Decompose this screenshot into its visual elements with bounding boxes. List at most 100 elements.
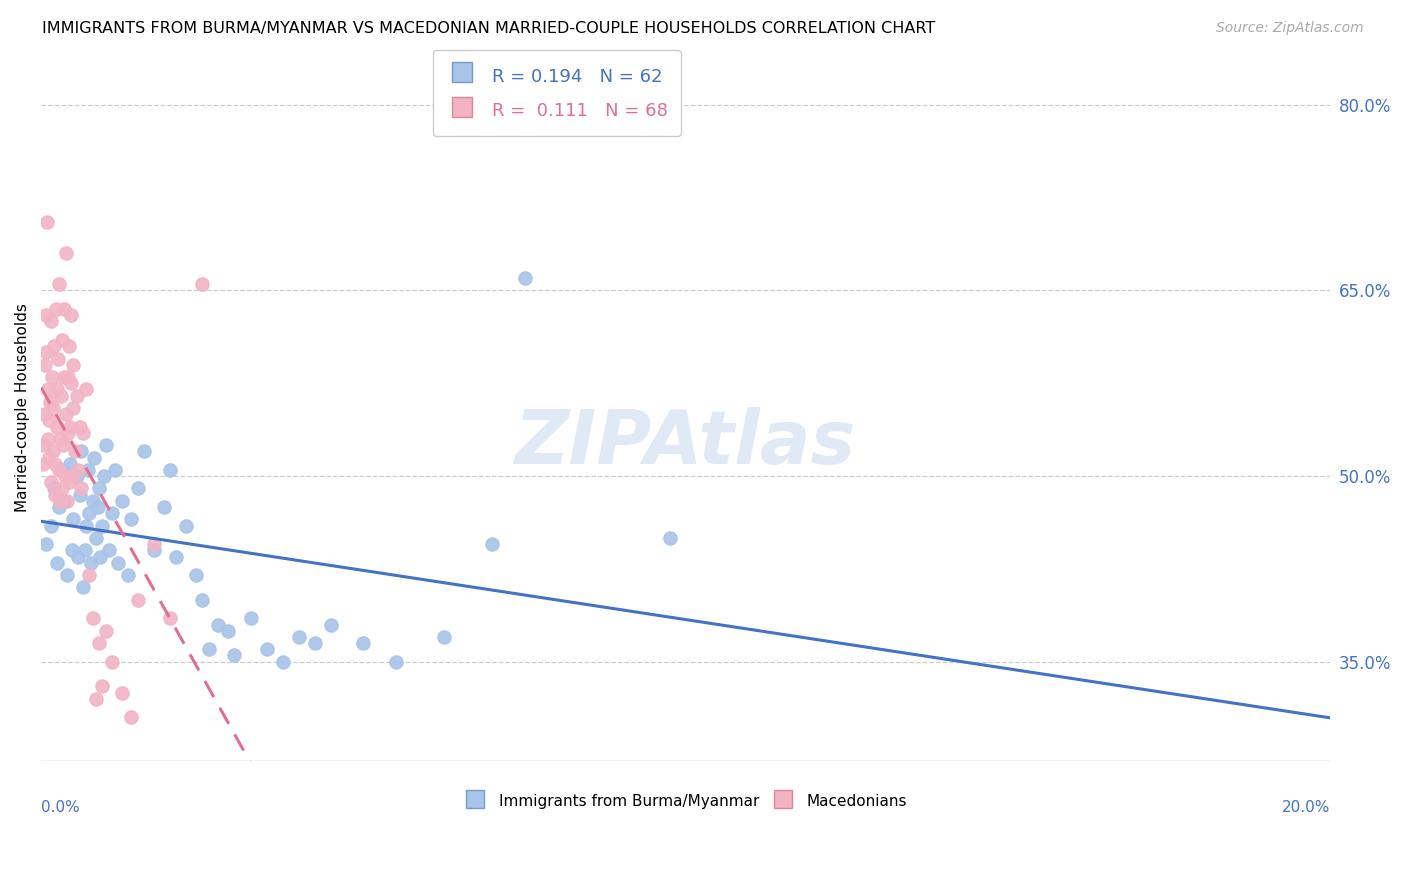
Point	[37, 432, 59, 446]
Point	[60, 308, 83, 322]
Point	[166, 549, 188, 564]
Point	[321, 617, 343, 632]
Point	[207, 617, 229, 632]
Point	[41, 401, 63, 415]
Point	[38, 413, 60, 427]
Point	[288, 630, 311, 644]
Point	[56, 493, 79, 508]
Point	[44, 457, 66, 471]
Point	[159, 611, 181, 625]
Point	[352, 636, 374, 650]
Point	[49, 432, 72, 446]
Point	[45, 383, 67, 397]
Point	[37, 383, 59, 397]
Point	[35, 215, 58, 229]
Point	[39, 475, 62, 490]
Point	[513, 271, 536, 285]
Point	[42, 444, 65, 458]
Point	[53, 301, 76, 316]
Point	[45, 301, 67, 316]
Point	[52, 493, 75, 508]
Y-axis label: Married-couple Households: Married-couple Households	[15, 303, 30, 513]
Point	[104, 463, 127, 477]
Point	[82, 611, 104, 625]
Point	[35, 345, 58, 359]
Point	[59, 419, 82, 434]
Point	[69, 488, 91, 502]
Point	[101, 655, 124, 669]
Text: IMMIGRANTS FROM BURMA/MYANMAR VS MACEDONIAN MARRIED-COUPLE HOUSEHOLDS CORRELATIO: IMMIGRANTS FROM BURMA/MYANMAR VS MACEDON…	[42, 21, 935, 36]
Text: 20.0%: 20.0%	[1282, 799, 1330, 814]
Point	[48, 500, 70, 514]
Point	[55, 407, 77, 421]
Point	[80, 556, 103, 570]
Point	[111, 685, 134, 699]
Point	[51, 463, 73, 477]
Point	[142, 537, 165, 551]
Point	[217, 624, 239, 638]
Point	[52, 370, 75, 384]
Point	[83, 450, 105, 465]
Point	[107, 556, 129, 570]
Point	[94, 624, 117, 638]
Point	[184, 568, 207, 582]
Point	[94, 438, 117, 452]
Point	[87, 500, 110, 514]
Point	[32, 457, 55, 471]
Point	[82, 493, 104, 508]
Point	[89, 549, 111, 564]
Point	[58, 475, 80, 490]
Point	[38, 450, 60, 465]
Point	[34, 438, 56, 452]
Point	[56, 568, 79, 582]
Point	[49, 493, 72, 508]
Point	[93, 469, 115, 483]
Point	[87, 636, 110, 650]
Point	[56, 425, 79, 440]
Point	[62, 512, 84, 526]
Point	[120, 710, 142, 724]
Point	[41, 370, 63, 384]
Point	[256, 642, 278, 657]
Point	[239, 611, 262, 625]
Point	[67, 549, 90, 564]
Point	[67, 463, 90, 477]
Point	[42, 482, 65, 496]
Point	[65, 469, 87, 483]
Point	[159, 463, 181, 477]
Point	[101, 506, 124, 520]
Point	[53, 469, 76, 483]
Point	[72, 425, 94, 440]
Point	[70, 482, 93, 496]
Point	[59, 376, 82, 391]
Point	[56, 370, 79, 384]
Point	[79, 568, 101, 582]
Point	[49, 389, 72, 403]
Point	[55, 246, 77, 260]
Point	[75, 518, 97, 533]
Point	[481, 537, 503, 551]
Point	[72, 581, 94, 595]
Point	[39, 394, 62, 409]
Point	[384, 655, 406, 669]
Point	[46, 419, 69, 434]
Point	[111, 493, 134, 508]
Point	[84, 531, 107, 545]
Point	[35, 537, 58, 551]
Point	[433, 630, 456, 644]
Point	[63, 444, 86, 458]
Point	[134, 444, 156, 458]
Point	[48, 463, 70, 477]
Legend: R = 0.194   N = 62, R =  0.111   N = 68: R = 0.194 N = 62, R = 0.111 N = 68	[433, 50, 681, 136]
Point	[58, 339, 80, 353]
Point	[69, 419, 91, 434]
Point	[46, 351, 69, 366]
Point	[224, 648, 246, 663]
Point	[127, 592, 149, 607]
Text: 0.0%: 0.0%	[41, 799, 80, 814]
Point	[32, 407, 55, 421]
Point	[658, 531, 681, 545]
Point	[79, 506, 101, 520]
Point	[60, 543, 83, 558]
Text: ZIPAtlas: ZIPAtlas	[515, 407, 856, 480]
